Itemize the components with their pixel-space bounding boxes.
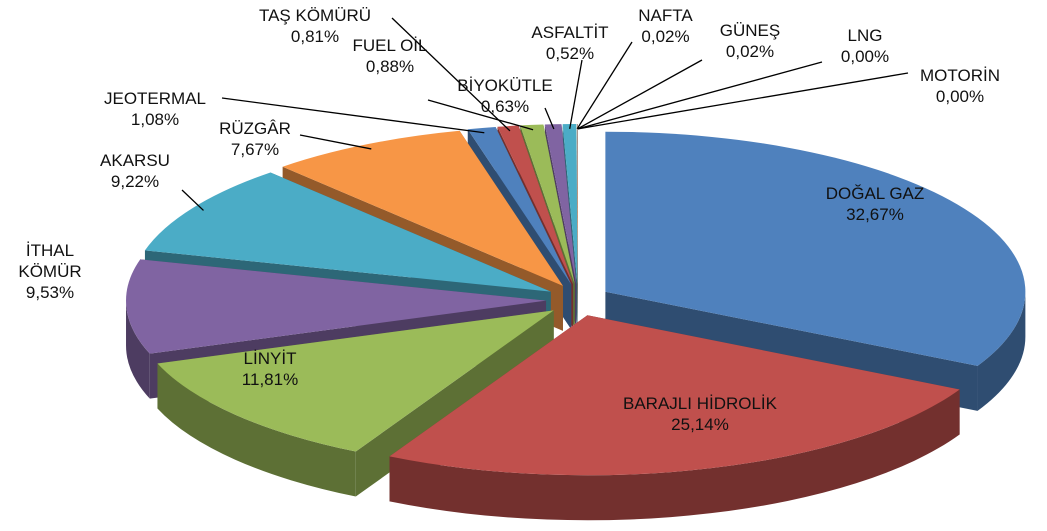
- leader-line: [577, 72, 909, 130]
- slice-label: İTHAL KÖMÜR 9,53%: [5, 240, 95, 303]
- slice-name: AKARSU: [100, 151, 170, 170]
- slice: [605, 131, 1026, 366]
- slice-value: 0,02%: [641, 27, 690, 46]
- leader-line: [427, 99, 534, 131]
- slice-value: 0,81%: [290, 27, 340, 46]
- slice-name: LİNYİT: [243, 349, 297, 368]
- slice-label: TAŞ KÖMÜRÜ 0,81%: [230, 5, 400, 47]
- leader-line: [577, 59, 703, 130]
- slice: [577, 124, 578, 284]
- leader-line: [544, 107, 555, 130]
- slice-value: 7,67%: [230, 140, 280, 159]
- slice-label: RÜZGÂR 7,67%: [205, 118, 305, 160]
- slice: [144, 172, 551, 292]
- slice-value: 1,08%: [130, 110, 180, 129]
- slice-name: DOĞAL GAZ: [825, 184, 925, 203]
- slice: [389, 315, 960, 476]
- leader-line: [569, 59, 583, 129]
- slice: [157, 310, 554, 452]
- leader-line: [391, 17, 511, 132]
- slice-label: MOTORİN 0,00%: [895, 65, 1025, 107]
- slice-value: 0,52%: [545, 44, 595, 63]
- slice: [126, 259, 547, 354]
- leader-line: [299, 134, 372, 150]
- slice: [467, 126, 572, 285]
- slice-name: RÜZGÂR: [219, 119, 291, 138]
- slice-name: NAFTA: [638, 6, 693, 25]
- slice-label: DOĞAL GAZ 32,67%: [800, 183, 950, 225]
- slice-name: JEOTERMAL: [103, 89, 207, 108]
- slice-name: FUEL OİL: [352, 36, 428, 55]
- slice: [576, 124, 578, 285]
- slice: [562, 124, 578, 285]
- slice-name: TAŞ KÖMÜRÜ: [258, 6, 372, 25]
- slice-label: BARAJLI HİDROLİK 25,14%: [600, 393, 800, 435]
- slice-value: 11,81%: [241, 370, 299, 389]
- slice-value: 0,02%: [725, 42, 775, 61]
- slice-name: GÜNEŞ: [719, 21, 781, 40]
- slice-label: LİNYİT 11,81%: [195, 348, 345, 390]
- slice: [497, 125, 574, 285]
- slice-name: MOTORİN: [920, 66, 1000, 85]
- slice: [520, 124, 575, 285]
- slice-side: [157, 363, 356, 497]
- leader-line: [576, 41, 633, 130]
- slice-value: 9,22%: [110, 172, 160, 191]
- slice-label: LNG 0,00%: [820, 25, 910, 67]
- slice-name: ASFALTİT: [531, 23, 609, 42]
- slice-label: GÜNEŞ 0,02%: [700, 20, 800, 62]
- leader-line: [221, 97, 485, 134]
- leader-line: [181, 189, 204, 211]
- slice: [282, 130, 563, 286]
- slice-name: LNG: [847, 26, 883, 45]
- slice-value: 0,88%: [365, 57, 415, 76]
- slice-label: BİYOKÜTLE 0,63%: [445, 75, 565, 117]
- slice-value: 0,63%: [480, 97, 530, 116]
- leader-line: [577, 61, 823, 130]
- slice-value: 25,14%: [671, 415, 729, 434]
- slice-label: NAFTA 0,02%: [618, 5, 713, 47]
- slice-value: 0,00%: [935, 87, 985, 106]
- slice-side: [977, 291, 1026, 411]
- slice-name: BİYOKÜTLE: [457, 76, 553, 95]
- slice-label: FUEL OİL 0,88%: [335, 35, 445, 77]
- slice-side: [576, 124, 578, 330]
- slice-label: AKARSU 9,22%: [80, 150, 190, 192]
- slice-value: 32,67%: [846, 205, 904, 224]
- slice-value: 0,00%: [840, 47, 890, 66]
- slice-value: 9,53%: [25, 283, 75, 302]
- slice-side: [126, 300, 150, 399]
- slice-name: İTHAL KÖMÜR: [18, 241, 82, 281]
- slice-label: JEOTERMAL 1,08%: [70, 88, 240, 130]
- slice-label: ASFALTİT 0,52%: [520, 22, 620, 64]
- slice-side: [389, 389, 960, 521]
- slice-name: BARAJLI HİDROLİK: [623, 394, 777, 413]
- slice: [544, 124, 577, 285]
